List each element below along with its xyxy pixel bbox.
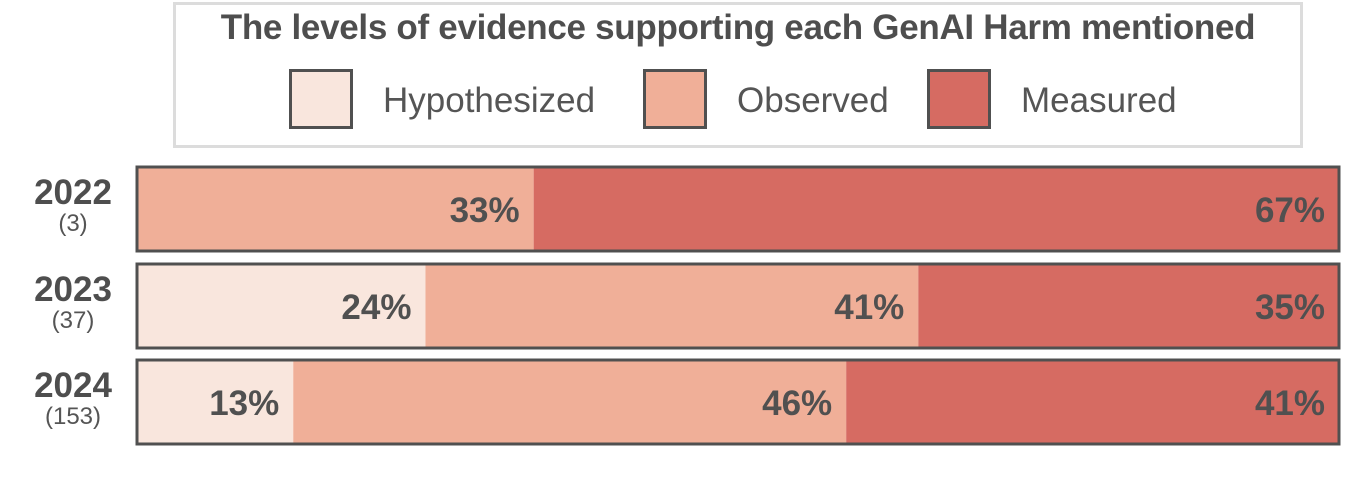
legend-label-observed: Observed [737, 81, 889, 120]
bar-outline-2024 [135, 358, 1341, 446]
category-label-2022: 2022 (3) [8, 175, 138, 237]
bar-segment-observed-2022 [137, 167, 534, 251]
bar-segment-hypothesized-2023 [137, 264, 426, 348]
data-label-hypothesized-2023: 24% [341, 288, 411, 327]
category-label-2024: 2024 (153) [8, 368, 138, 430]
data-label-observed-2024: 46% [762, 384, 832, 423]
bar-segment-measured-2022 [533, 167, 1339, 251]
chart-title: The levels of evidence supporting each G… [220, 8, 1256, 47]
data-label-measured-2023: 35% [1255, 288, 1325, 327]
count-label: (3) [58, 210, 88, 237]
bar-segment-measured-2024 [846, 360, 1339, 444]
count-label: (37) [51, 307, 95, 334]
legend: The levels of evidence supporting each G… [173, 2, 1303, 148]
legend-swatch-observed [643, 69, 707, 129]
data-label-observed-2022: 33% [450, 191, 520, 230]
bar-outline-2022 [135, 165, 1341, 253]
data-label-measured-2022: 67% [1255, 191, 1325, 230]
legend-swatch-measured [927, 69, 991, 129]
category-label-2023: 2023 (37) [8, 272, 138, 334]
bar-segment-hypothesized-2024 [137, 360, 294, 444]
year-label: 2022 [34, 173, 112, 212]
bar-segment-observed-2023 [425, 264, 919, 348]
data-label-hypothesized-2024: 13% [209, 384, 279, 423]
count-label: (153) [44, 403, 102, 430]
legend-label-measured: Measured [1021, 81, 1177, 120]
bar-segment-measured-2023 [918, 264, 1339, 348]
bar-segment-observed-2024 [293, 360, 847, 444]
year-label: 2024 [34, 366, 112, 405]
legend-label-hypothesized: Hypothesized [383, 81, 596, 120]
data-label-observed-2023: 41% [834, 288, 904, 327]
data-label-measured-2024: 41% [1255, 384, 1325, 423]
legend-swatch-hypothesized [289, 69, 353, 129]
bar-outline-2023 [135, 262, 1341, 350]
year-label: 2023 [34, 270, 112, 309]
